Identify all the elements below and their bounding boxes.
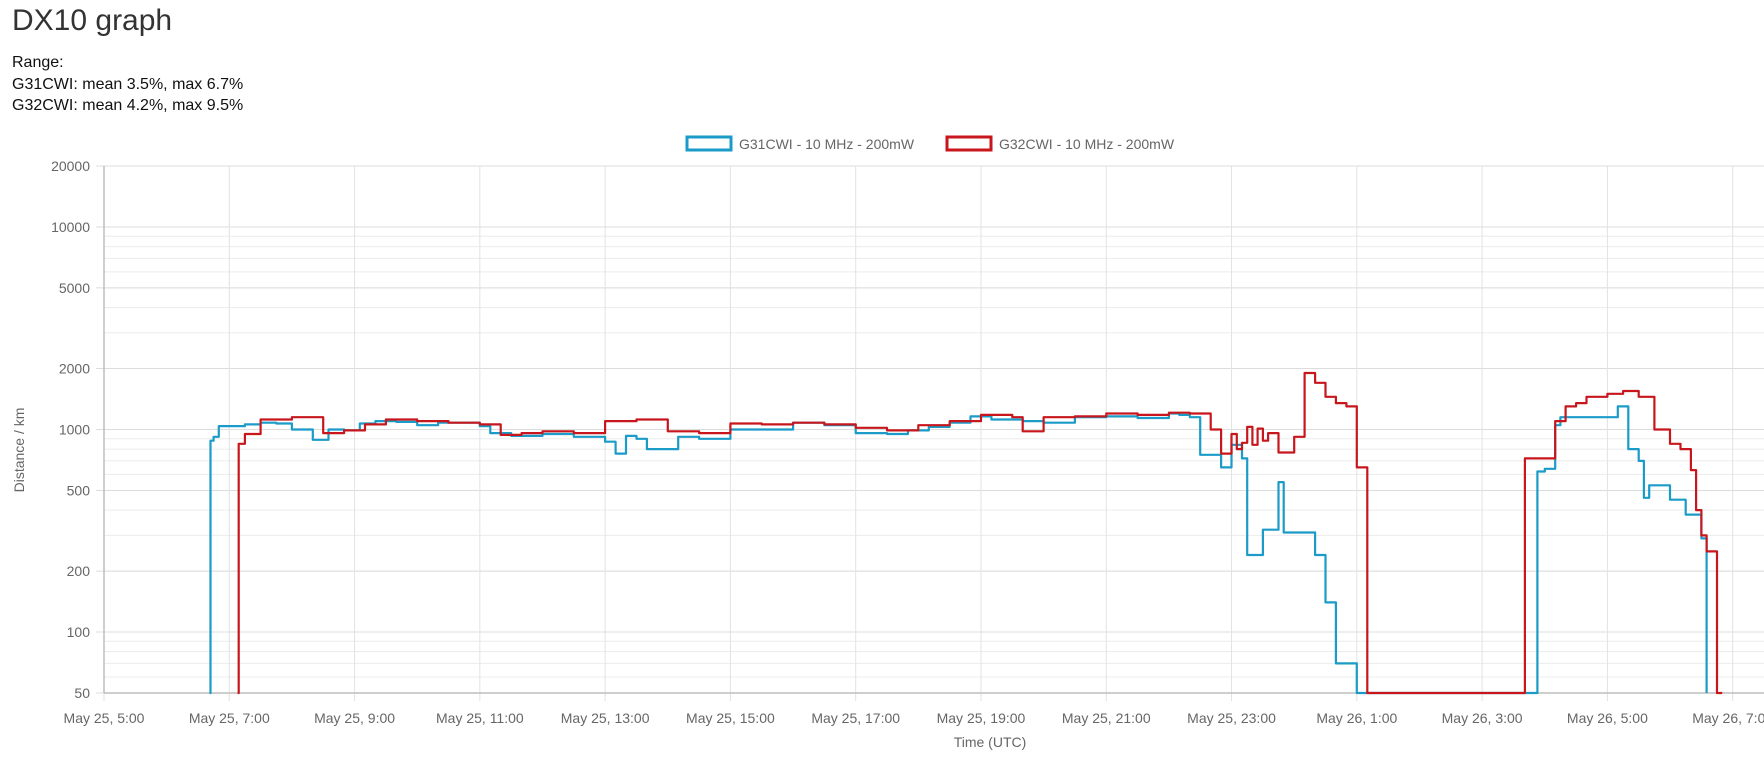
x-tick-label: May 25, 23:00 (1187, 710, 1276, 726)
x-axis: May 25, 5:00 May 25, 7:00 May 25, 9:00 May … (64, 692, 1764, 726)
x-tick-label: May 25, 13:00 (561, 710, 650, 726)
y-axis: 50 100 200 500 1000 2000 5000 10000 20000 (51, 158, 105, 701)
plot-area (209, 371, 1723, 695)
legend-item-0[interactable]: G31CWI - 10 MHz - 200mW (685, 135, 915, 152)
range-label: Range: (12, 54, 64, 71)
x-tick-label: May 25, 15:00 (686, 710, 775, 726)
x-tick-label: May 25, 11:00 (436, 710, 524, 726)
y-tick-label: 2000 (59, 361, 90, 377)
y-tick-label: 50 (74, 685, 90, 701)
dx10-chart: G31CWI - 10 MHz - 200mW G32CWI - 10 MHz -… (11, 135, 1764, 750)
legend-swatch (685, 135, 733, 152)
y-tick-label: 100 (67, 624, 91, 640)
y-tick-label: 200 (67, 563, 91, 579)
page-title: DX10 graph (12, 4, 173, 37)
x-tick-label: May 25, 5:00 (64, 710, 145, 726)
chart-legend[interactable]: G31CWI - 10 MHz - 200mW G32CWI - 10 MHz -… (685, 135, 1175, 152)
x-tick-label: May 26, 3:00 (1442, 710, 1523, 726)
stat-line-g31cwi: G31CWI: mean 3.5%, max 6.7% (12, 75, 244, 93)
x-tick-label: May 26, 1:00 (1316, 710, 1397, 726)
x-tick-label: May 25, 17:00 (811, 710, 900, 726)
x-tick-label: May 25, 19:00 (937, 710, 1026, 726)
legend-item-1[interactable]: G32CWI - 10 MHz - 200mW (945, 135, 1175, 152)
y-tick-label: 500 (67, 482, 91, 498)
y-tick-label: 5000 (59, 280, 90, 296)
legend-label: G32CWI - 10 MHz - 200mW (999, 136, 1175, 152)
x-tick-label: May 25, 9:00 (314, 710, 395, 726)
x-axis-label: Time (UTC) (954, 734, 1027, 750)
series-line-1 (237, 371, 1723, 695)
y-tick-label: 1000 (59, 422, 90, 438)
y-tick-label: 10000 (51, 219, 90, 235)
stat-line-g32cwi: G32CWI: mean 4.2%, max 9.5% (12, 97, 244, 114)
legend-label: G31CWI - 10 MHz - 200mW (739, 136, 915, 152)
y-axis-label: Distance / km (11, 408, 27, 493)
x-tick-label: May 25, 21:00 (1062, 710, 1151, 726)
y-tick-label: 20000 (51, 158, 90, 174)
x-tick-label: May 26, 5:00 (1567, 710, 1648, 726)
x-tick-label: May 25, 7:00 (189, 710, 270, 726)
x-tick-label: May 26, 7:00 (1692, 710, 1764, 726)
chart-grid (96, 165, 1764, 701)
range-stats: Range: G31CWI: mean 3.5%, max 6.7% G32CW… (12, 52, 243, 117)
legend-swatch (945, 135, 993, 152)
